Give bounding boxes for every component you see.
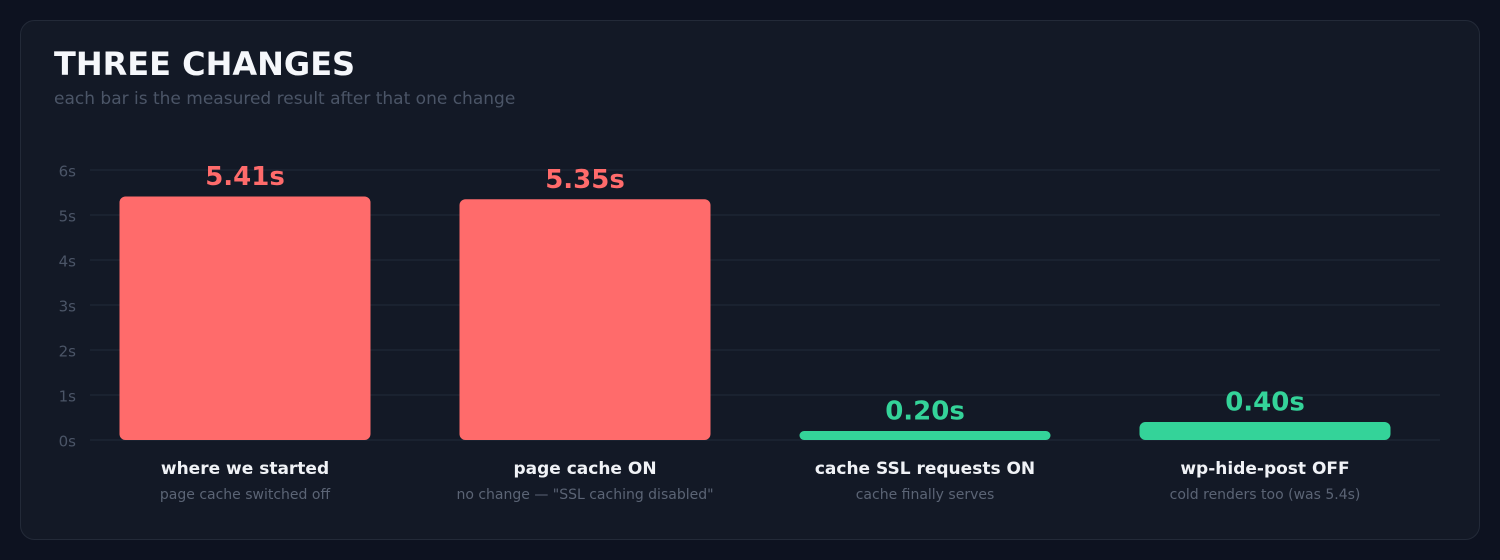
y-tick-label: 4s xyxy=(59,253,77,271)
bar xyxy=(459,199,711,440)
x-tick-label: where we started xyxy=(161,459,329,479)
card xyxy=(20,20,1480,540)
bar xyxy=(119,196,371,440)
chart-title: THREE CHANGES xyxy=(54,45,355,83)
value-label: 0.40s xyxy=(1225,388,1305,418)
value-label: 5.41s xyxy=(205,162,285,192)
y-tick-label: 6s xyxy=(59,163,77,181)
x-tick-label: wp-hide-post OFF xyxy=(1180,459,1349,479)
x-tick-sublabel: cache finally serves xyxy=(856,487,995,503)
chart-subtitle: each bar is the measured result after th… xyxy=(54,89,515,109)
bar xyxy=(1139,422,1391,440)
y-tick-label: 1s xyxy=(59,388,77,406)
x-tick-sublabel: no change — "SSL caching disabled" xyxy=(456,487,713,503)
y-tick-label: 0s xyxy=(59,433,77,451)
value-label: 5.35s xyxy=(545,165,625,195)
x-tick-label: cache SSL requests ON xyxy=(815,459,1035,479)
value-label: 0.20s xyxy=(885,397,965,427)
y-tick-label: 2s xyxy=(59,343,77,361)
bar xyxy=(799,431,1051,440)
y-tick-label: 3s xyxy=(59,298,77,316)
x-tick-sublabel: page cache switched off xyxy=(160,487,331,503)
x-tick-sublabel: cold renders too (was 5.4s) xyxy=(1170,487,1361,503)
y-tick-label: 5s xyxy=(59,208,77,226)
x-tick-label: page cache ON xyxy=(513,459,656,479)
